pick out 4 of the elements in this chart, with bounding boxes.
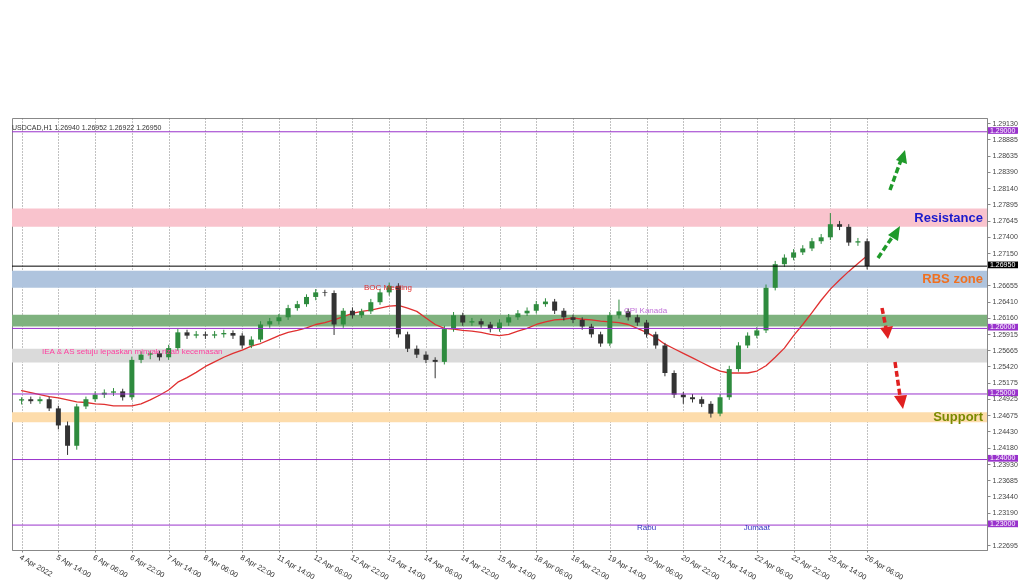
annotation: CPI Kanada (624, 306, 668, 315)
band-label: RBS zone (922, 271, 983, 287)
band-label: Support (933, 409, 984, 425)
band-label: Resistance (914, 209, 983, 225)
